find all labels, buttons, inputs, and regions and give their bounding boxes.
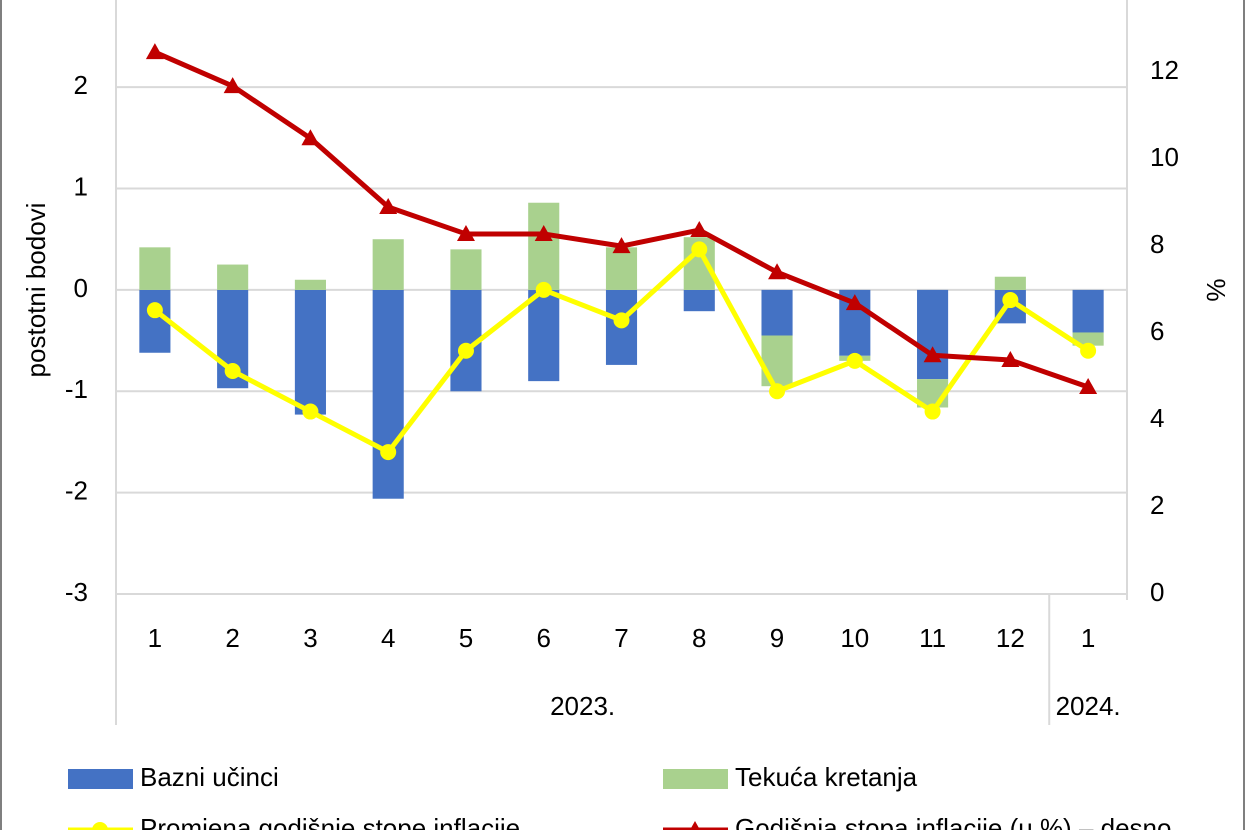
marker xyxy=(613,312,630,329)
bar xyxy=(994,276,1026,290)
marker xyxy=(612,237,631,254)
marker xyxy=(690,221,709,238)
y-tick-label: -2 xyxy=(65,476,88,506)
bar xyxy=(917,289,949,380)
marker xyxy=(456,224,475,241)
marker xyxy=(845,294,864,311)
marker xyxy=(535,281,552,298)
marker xyxy=(224,362,241,379)
x-tick-label: 1 xyxy=(148,623,162,653)
marker xyxy=(457,342,474,359)
bar xyxy=(139,247,171,290)
y-tick-label: -3 xyxy=(65,577,88,607)
bar xyxy=(761,289,793,336)
y-tick-label: 2 xyxy=(74,70,88,100)
marker xyxy=(846,352,863,369)
bar xyxy=(372,239,404,290)
legend-swatch xyxy=(663,769,728,789)
y-tick-label: 1 xyxy=(74,171,88,201)
marker xyxy=(301,129,320,146)
y-tick-label: 0 xyxy=(74,273,88,303)
marker xyxy=(924,403,941,420)
legend-marker xyxy=(689,821,701,830)
x-group-label: 2023. xyxy=(550,691,615,721)
x-tick-label: 3 xyxy=(303,623,317,653)
x-tick-label: 2 xyxy=(225,623,239,653)
x-tick-label: 11 xyxy=(919,623,946,653)
marker xyxy=(691,241,708,258)
bar xyxy=(450,249,482,290)
y2-tick-label: 0 xyxy=(1150,577,1164,607)
y2-tick-label: 10 xyxy=(1150,142,1179,172)
marker xyxy=(923,346,942,363)
bar xyxy=(217,264,249,290)
x-tick-label: 5 xyxy=(459,623,473,653)
marker xyxy=(379,197,398,214)
legend-marker xyxy=(92,822,108,830)
marker xyxy=(1001,351,1020,368)
marker xyxy=(534,224,553,241)
marker xyxy=(1080,342,1097,359)
x-tick-label: 6 xyxy=(536,623,550,653)
marker xyxy=(145,43,164,60)
y-axis-label: postotni bodovi xyxy=(21,203,51,378)
bar xyxy=(1072,332,1104,346)
bar xyxy=(683,289,715,312)
marker xyxy=(1002,292,1019,309)
legend-label: Bazni učinci xyxy=(140,762,279,792)
y2-tick-label: 2 xyxy=(1150,490,1164,520)
x-tick-label: 8 xyxy=(692,623,706,653)
x-tick-label: 9 xyxy=(770,623,784,653)
bar xyxy=(761,335,793,387)
bar xyxy=(528,289,560,382)
bar xyxy=(605,247,638,290)
y2-tick-label: 6 xyxy=(1150,316,1164,346)
bar xyxy=(294,289,326,415)
legend-label: Godišnja stopa inflacije (u %) – desno xyxy=(735,813,1171,830)
x-tick-label: 7 xyxy=(614,623,628,653)
y2-tick-label: 4 xyxy=(1150,403,1164,433)
x-group-label: 2024. xyxy=(1056,691,1121,721)
marker xyxy=(146,302,163,319)
x-tick-label: 10 xyxy=(840,623,869,653)
legend-label: Tekuća kretanja xyxy=(735,762,918,792)
bar xyxy=(372,289,404,499)
marker xyxy=(223,77,242,94)
bar xyxy=(294,279,326,290)
y2-axis-label: % xyxy=(1201,278,1231,301)
y2-tick-label: 8 xyxy=(1150,229,1164,259)
marker xyxy=(302,403,319,420)
bar xyxy=(528,202,560,290)
legend-swatch xyxy=(68,769,133,789)
marker xyxy=(380,444,397,461)
bar xyxy=(1072,289,1104,333)
marker xyxy=(1079,378,1098,395)
legend-label: Promjena godišnje stope inflacije xyxy=(140,813,520,830)
marker xyxy=(769,383,786,400)
marker xyxy=(768,263,787,280)
y-tick-label: -1 xyxy=(65,374,88,404)
y2-tick-label: 12 xyxy=(1150,55,1179,85)
x-tick-label: 1 xyxy=(1081,623,1095,653)
x-tick-label: 4 xyxy=(381,623,395,653)
x-tick-label: 12 xyxy=(996,623,1025,653)
